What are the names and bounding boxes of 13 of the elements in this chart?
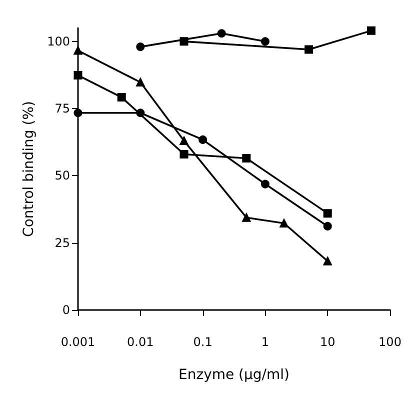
- y-tick-label: 25: [54, 236, 70, 250]
- x-tick-label: 0.1: [193, 335, 212, 349]
- y-axis-title: Control binding (%): [21, 101, 37, 237]
- x-tick-label: 0.01: [127, 335, 154, 349]
- y-tick-label: 0: [62, 303, 70, 317]
- y-tick-label: 75: [54, 102, 70, 116]
- x-tick-label: 0.001: [60, 335, 96, 349]
- x-axis-title: Enzyme (μg/ml): [178, 367, 290, 383]
- x-tick-label: 100: [378, 335, 402, 349]
- x-tick-label: 10: [320, 335, 336, 349]
- y-tick-label: 100: [47, 34, 70, 48]
- x-tick-label: 1: [261, 335, 270, 349]
- y-tick-label: 50: [54, 168, 70, 183]
